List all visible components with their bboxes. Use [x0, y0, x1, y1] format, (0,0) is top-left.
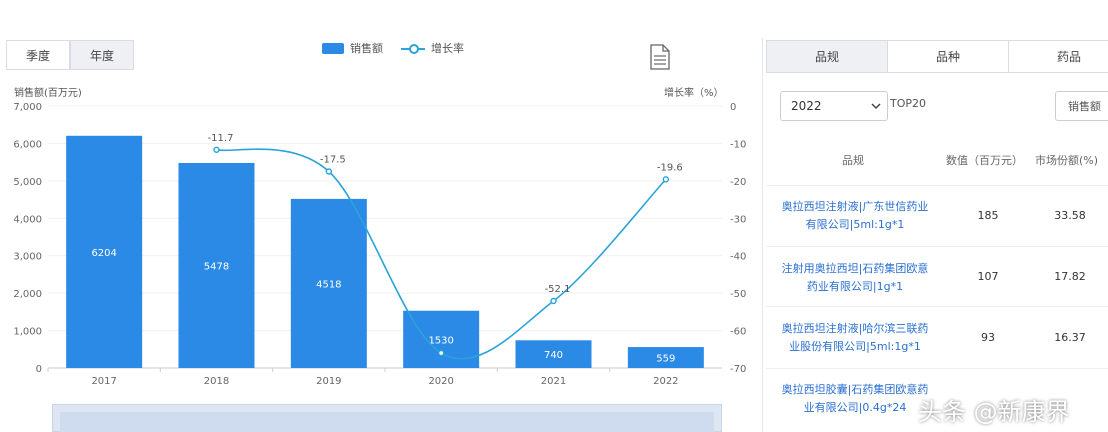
tab-variety[interactable]: 品种 — [887, 40, 1009, 73]
row-divider — [766, 185, 1108, 186]
y-tick-label: 3,000 — [13, 252, 42, 263]
line-series: -11.7 -17.5 -52.1 -19.6 — [208, 133, 683, 360]
y-tick-label: 0 — [36, 364, 42, 375]
y-tick-label: 7,000 — [13, 102, 42, 113]
growth-point — [662, 176, 670, 183]
y-tick-label: 2,000 — [13, 289, 42, 300]
y-tick-label: 4,000 — [13, 214, 42, 225]
growth-point — [213, 146, 220, 153]
y2-tick-label: -30 — [730, 214, 746, 225]
x-tick-label: 2021 — [541, 376, 566, 387]
tab-spec[interactable]: 品规 — [766, 40, 888, 73]
bar — [515, 340, 592, 368]
tab-drug[interactable]: 药品 — [1008, 40, 1108, 73]
bar-series: 6204 5478 4518 1530 740 559 — [66, 135, 704, 368]
y2-tick-label: -50 — [730, 289, 746, 300]
bar-data-label: 740 — [544, 350, 563, 361]
col-header-name: 品规 — [842, 154, 864, 167]
chart-grid — [48, 105, 722, 369]
year-select[interactable]: 2022 — [780, 91, 888, 121]
legend-bar-swatch[interactable] — [322, 42, 344, 54]
row-divider — [766, 246, 1108, 247]
ranking-panel — [762, 38, 1108, 432]
top-label: TOP20 — [890, 97, 927, 110]
y-tick-label: 1,000 — [13, 327, 42, 338]
y2-tick-label: -10 — [730, 139, 746, 150]
y2-tick-label: -60 — [730, 327, 746, 338]
legend-line-swatch[interactable] — [401, 43, 425, 54]
growth-data-label: -11.7 — [208, 133, 234, 144]
table-row-name[interactable]: 奥拉西坦注射液|哈尔滨三联药 业股份有限公司|5ml:1g*1 — [781, 322, 929, 353]
growth-data-label: -52.1 — [545, 284, 571, 295]
document-icon[interactable] — [650, 44, 670, 70]
table-row-name[interactable]: 奥拉西坦胶囊|石药集团欧意药 业有限公司|0.4g*24 — [781, 383, 929, 414]
growth-point — [325, 168, 333, 175]
legend-line-label[interactable]: 增长率 — [431, 42, 464, 55]
y2-axis-title: 增长率（%） — [664, 88, 724, 99]
bar-data-label: 559 — [656, 354, 675, 365]
col-header-value: 数值（百万元） — [946, 154, 1023, 167]
bar — [178, 162, 255, 368]
tab-year[interactable]: 年度 — [70, 40, 134, 70]
tab-quarter[interactable]: 季度 — [6, 40, 70, 70]
watermark-text: 头条 @新康界 — [918, 398, 1070, 426]
bar — [627, 347, 704, 368]
chevron-down-icon — [871, 103, 881, 110]
y2-tick-label: -70 — [730, 364, 746, 375]
table-row-value: 107 — [977, 270, 999, 283]
y-tick-label: 5,000 — [13, 177, 42, 188]
y-axis-ticks: 0 1,000 2,000 3,000 4,000 5,000 6,000 7,000 — [13, 102, 42, 375]
bar-data-label: 5478 — [204, 261, 229, 272]
bar — [66, 135, 143, 368]
growth-point — [550, 297, 557, 305]
y-axis-title: 销售额(百万元) — [14, 88, 82, 99]
sales-growth-chart: 0 1,000 2,000 3,000 4,000 5,000 6,000 7,000 0 -1… — [13, 102, 746, 387]
table-row-share: 16.37 — [1054, 331, 1086, 344]
period-tabs: 季度 年度 — [6, 40, 134, 70]
table-row-share: 33.58 — [1054, 209, 1086, 222]
x-tick-label: 2020 — [428, 376, 453, 387]
table-row-name[interactable]: 奥拉西坦注射液|广东世信药业 有限公司|5ml:1g*1 — [781, 200, 929, 231]
zoom-slider-window[interactable] — [60, 412, 714, 432]
table-row-value: 185 — [977, 209, 999, 222]
table-row-name[interactable]: 注射用奥拉西坦|石药集团欧意 药业有限公司|1g*1 — [781, 262, 929, 293]
table-row-value: 93 — [981, 331, 995, 344]
metric-select-value: 销售额 — [1068, 100, 1101, 113]
growth-data-label: -19.6 — [657, 162, 683, 173]
legend-bar-label[interactable]: 销售额 — [350, 42, 383, 55]
y2-axis-ticks: 0 -10 -20 -30 -40 -50 -60 -70 — [730, 102, 746, 375]
row-divider — [766, 368, 1108, 369]
chart-legend: 销售额 增长率 — [322, 40, 464, 56]
bar-data-label: 4518 — [316, 279, 341, 290]
metric-select[interactable]: 销售额 — [1055, 91, 1108, 121]
ranking-tabs: 品规 品种 药品 — [766, 40, 1108, 73]
x-axis-ticks: 2017 2018 2019 2020 2021 2022 — [47, 368, 679, 387]
y2-tick-label: -40 — [730, 252, 746, 263]
bar-data-label: 6204 — [91, 248, 116, 259]
y2-tick-label: -20 — [730, 177, 746, 188]
bar-data-label: 1530 — [428, 335, 453, 346]
year-select-value: 2022 — [791, 99, 822, 113]
y-tick-label: 6,000 — [13, 139, 42, 150]
growth-point — [437, 349, 445, 357]
table-row-share: 17.82 — [1054, 270, 1086, 283]
y2-tick-label: 0 — [730, 102, 736, 113]
growth-data-label: -17.5 — [320, 155, 346, 166]
x-tick-label: 2022 — [653, 376, 678, 387]
row-divider — [766, 306, 1108, 307]
bar — [290, 198, 367, 368]
col-header-share: 市场份额(%) — [1035, 154, 1099, 167]
x-tick-label: 2018 — [204, 376, 229, 387]
x-tick-label: 2017 — [91, 376, 116, 387]
x-tick-label: 2019 — [316, 376, 341, 387]
